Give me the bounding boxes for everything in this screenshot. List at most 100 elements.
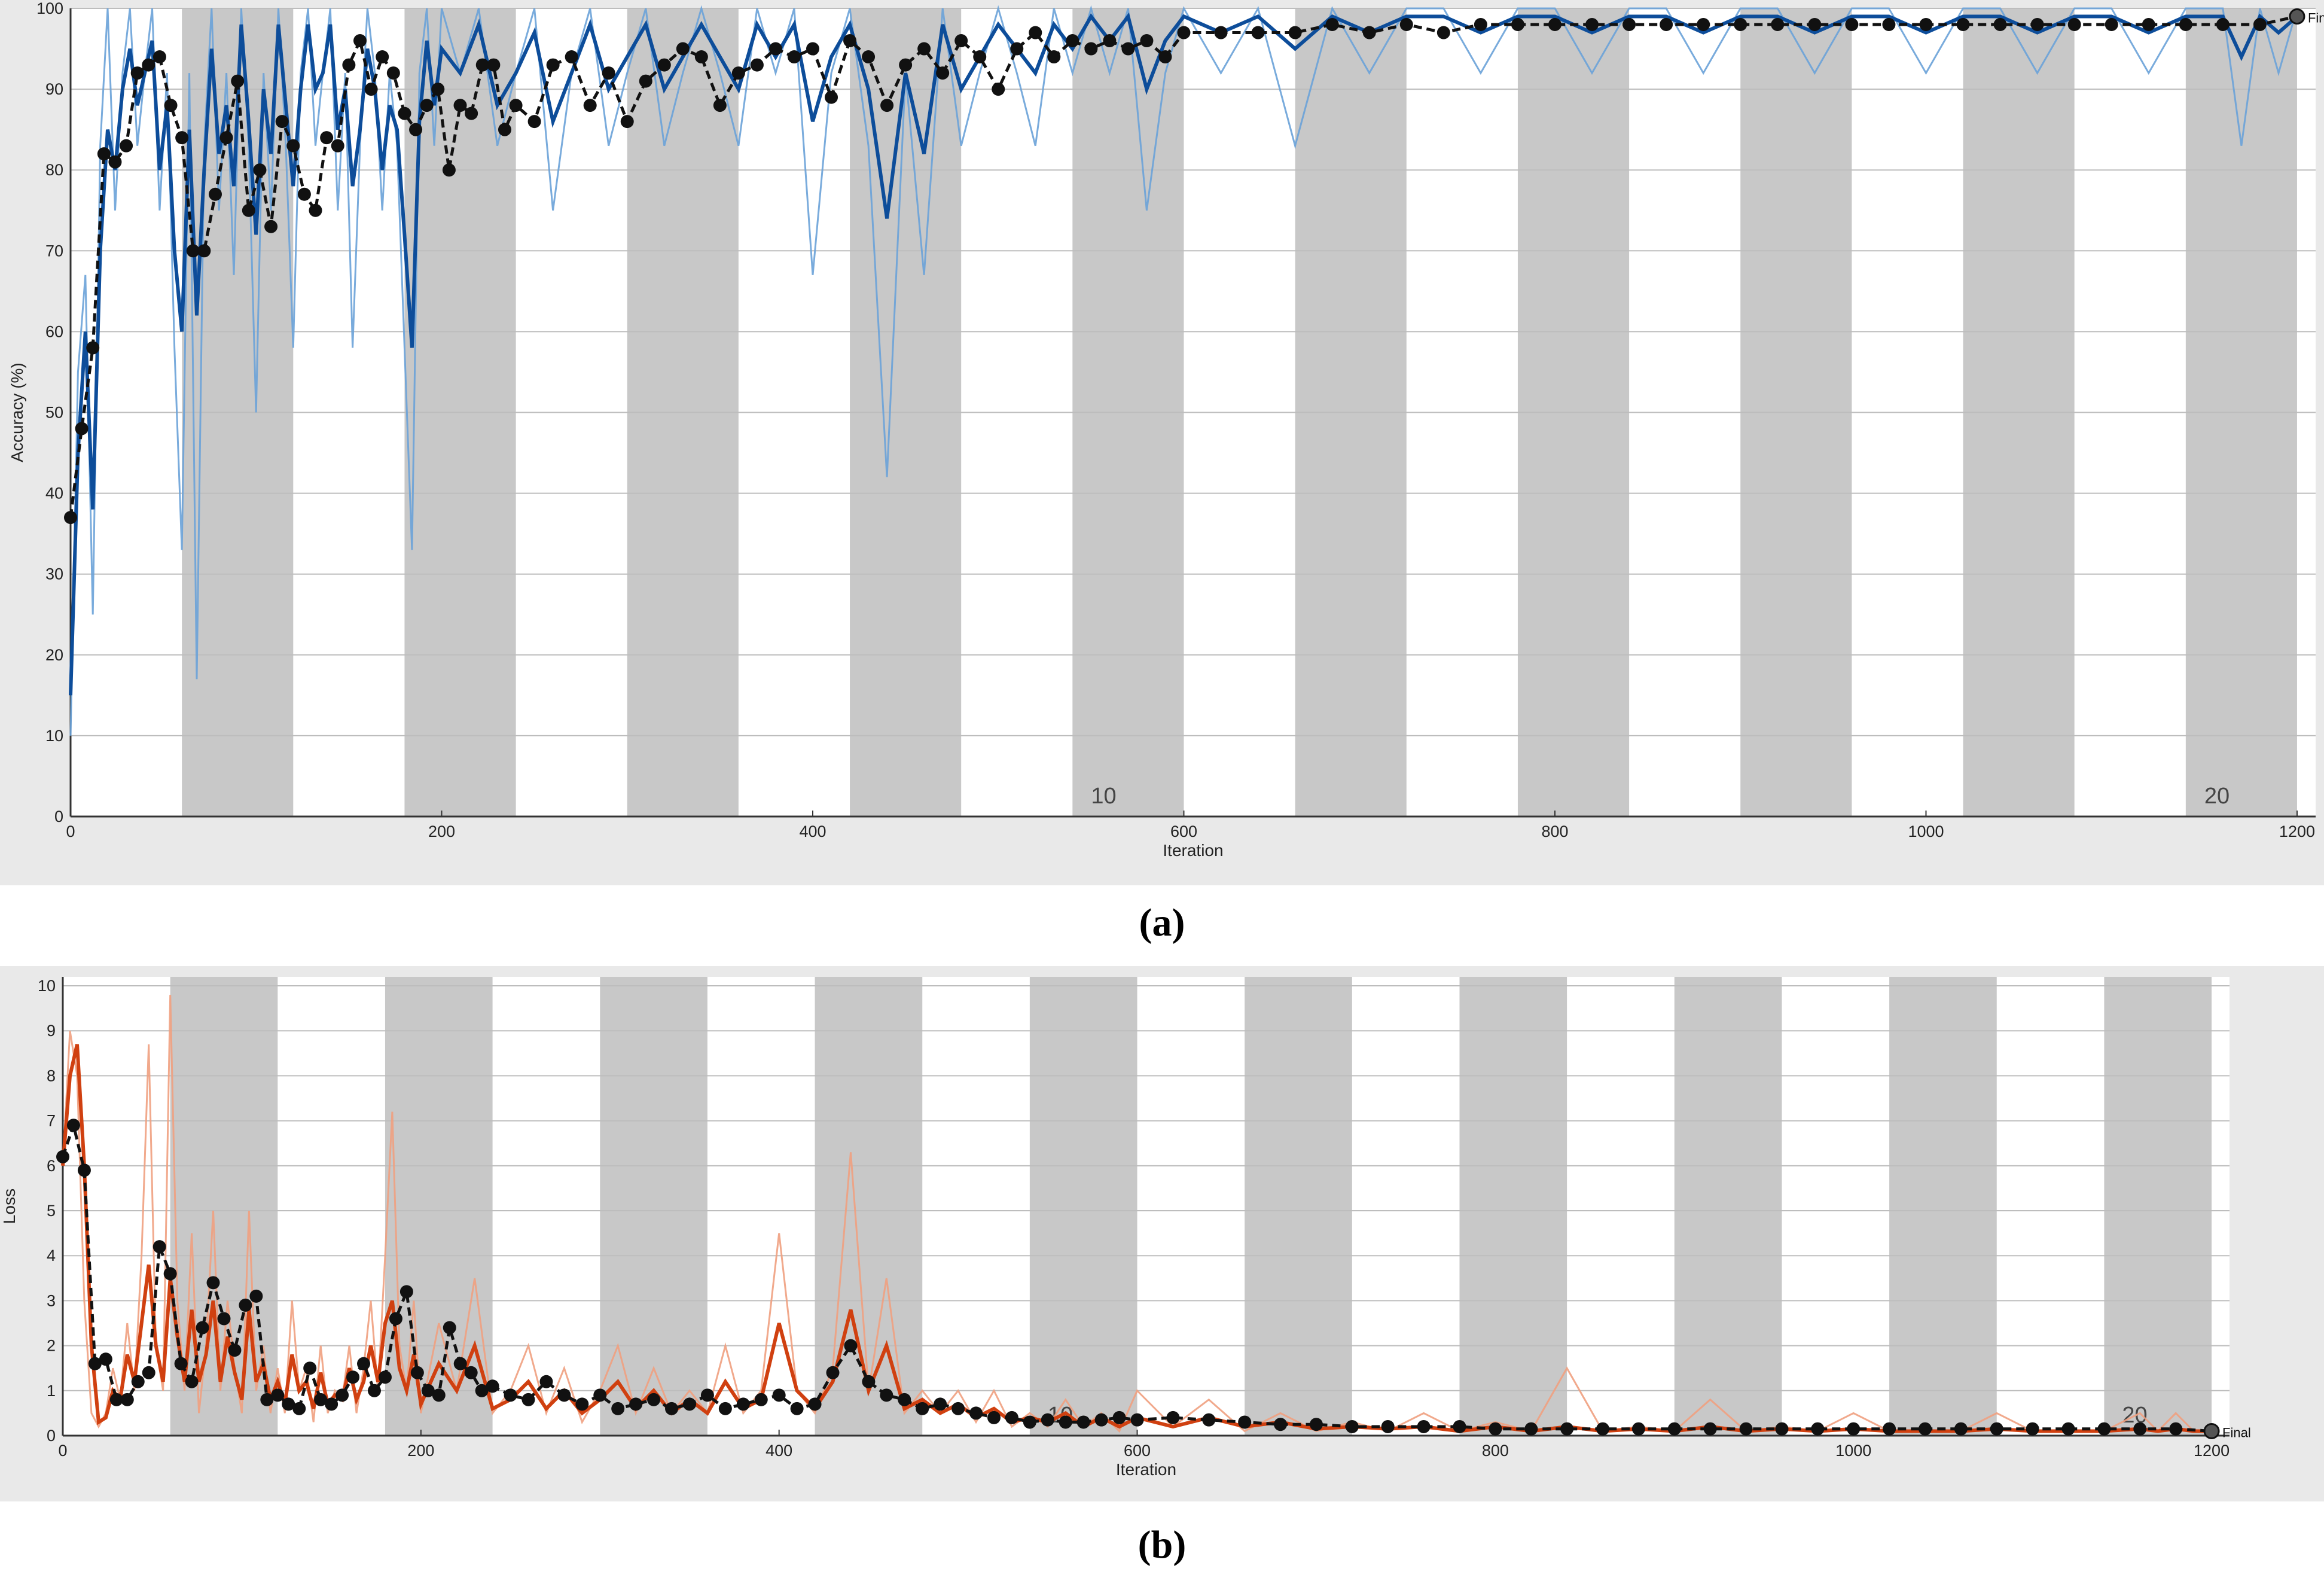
x-tick-label: 400 <box>765 1442 792 1460</box>
validation-point <box>442 163 456 177</box>
validation-point <box>320 131 334 145</box>
validation-point <box>1771 18 1785 32</box>
validation-point <box>282 1397 295 1411</box>
y-tick-label: 9 <box>47 1022 56 1040</box>
validation-point <box>498 123 511 136</box>
training-smoothed-line <box>61 1044 2212 1433</box>
validation-point <box>806 42 819 56</box>
validation-point <box>713 99 727 112</box>
validation-point <box>297 187 311 201</box>
y-tick-label: 30 <box>45 565 63 583</box>
y-tick-label: 3 <box>47 1291 56 1309</box>
validation-point <box>1274 1418 1288 1431</box>
validation-point <box>314 1393 328 1406</box>
y-tick-label: 90 <box>45 80 63 98</box>
validation-point <box>934 1397 947 1411</box>
validation-point <box>546 58 560 72</box>
validation-point <box>1585 18 1599 32</box>
validation-point <box>386 66 400 80</box>
validation-point <box>665 1402 679 1415</box>
validation-point <box>700 1388 714 1402</box>
y-axis-title: Loss <box>0 1189 19 1224</box>
validation-point <box>1882 18 1896 32</box>
validation-point <box>694 50 708 64</box>
validation-point <box>66 1119 80 1132</box>
validation-point <box>565 50 578 64</box>
validation-point <box>208 187 222 201</box>
validation-point <box>1883 1422 1896 1436</box>
validation-point <box>639 74 652 88</box>
validation-point <box>1010 42 1024 56</box>
epoch-band <box>1029 977 1137 1436</box>
validation-point <box>2030 18 2044 32</box>
validation-point <box>410 1366 424 1379</box>
validation-point <box>826 1366 840 1379</box>
loss-chart-panel: 0 200 400 600 800 1000 1200 0 1 2 3 4 5 6 7 8 9 10 Iterati… <box>0 966 2324 1501</box>
x-tick-label: 1200 <box>2194 1442 2230 1460</box>
validation-point <box>453 99 467 112</box>
training-raw-line <box>62 995 2212 1433</box>
epoch-marker-label: 10 <box>1091 784 1116 809</box>
y-tick-label: 100 <box>36 0 63 17</box>
validation-point <box>527 115 541 129</box>
validation-point <box>2097 1422 2111 1436</box>
validation-point <box>1560 1422 1574 1436</box>
validation-point <box>1041 1413 1054 1427</box>
validation-point <box>77 1163 91 1177</box>
validation-point <box>197 244 211 258</box>
validation-point <box>420 99 434 112</box>
validation-point <box>357 1357 371 1370</box>
validation-point <box>1993 18 2007 32</box>
validation-point <box>120 139 133 153</box>
validation-point <box>1622 18 1636 32</box>
validation-point <box>899 58 913 72</box>
y-tick-label: 8 <box>47 1067 56 1085</box>
validation-point <box>718 1402 732 1415</box>
validation-point <box>539 1375 553 1388</box>
validation-point <box>153 1240 166 1254</box>
validation-point <box>1631 1422 1645 1436</box>
validation-point <box>487 58 501 72</box>
validation-point <box>2169 1422 2183 1436</box>
validation-point <box>325 1397 338 1411</box>
validation-point <box>475 1384 489 1397</box>
validation-point <box>629 1397 643 1411</box>
y-tick-label: 6 <box>47 1157 56 1175</box>
validation-point <box>353 34 367 48</box>
epoch-marker-label: 20 <box>2204 784 2230 809</box>
epoch-band <box>1889 977 1997 1436</box>
validation-point <box>1918 1422 1932 1436</box>
validation-point <box>186 244 200 258</box>
validation-point <box>504 1388 517 1402</box>
validation-point <box>862 50 876 64</box>
validation-point <box>843 34 857 48</box>
validation-point <box>346 1370 360 1384</box>
y-tick-label: 4 <box>47 1247 56 1265</box>
validation-point <box>1596 1422 1610 1436</box>
x-tick-label: 0 <box>58 1442 67 1460</box>
validation-point <box>954 34 968 48</box>
y-tick-label: 50 <box>45 404 63 422</box>
x-tick-label: 600 <box>1170 822 1197 840</box>
validation-point <box>808 1397 822 1411</box>
validation-point <box>682 1397 696 1411</box>
validation-point <box>303 1361 317 1375</box>
validation-point <box>432 1388 446 1402</box>
validation-point <box>602 66 615 80</box>
validation-point <box>1990 1422 2003 1436</box>
validation-point <box>731 66 745 80</box>
validation-point <box>1956 18 1970 32</box>
validation-point <box>142 1366 155 1379</box>
validation-point <box>249 1289 263 1303</box>
final-point <box>2289 8 2305 25</box>
x-tick-label: 0 <box>66 822 75 840</box>
validation-point <box>1381 1419 1395 1433</box>
validation-point <box>1345 1419 1359 1433</box>
validation-point <box>409 123 423 136</box>
validation-point <box>2105 18 2118 32</box>
y-tick-label: 1 <box>47 1382 56 1400</box>
validation-point <box>1775 1422 1789 1436</box>
validation-point <box>486 1379 499 1393</box>
validation-point <box>1084 42 1098 56</box>
x-tick-label: 800 <box>1482 1442 1509 1460</box>
